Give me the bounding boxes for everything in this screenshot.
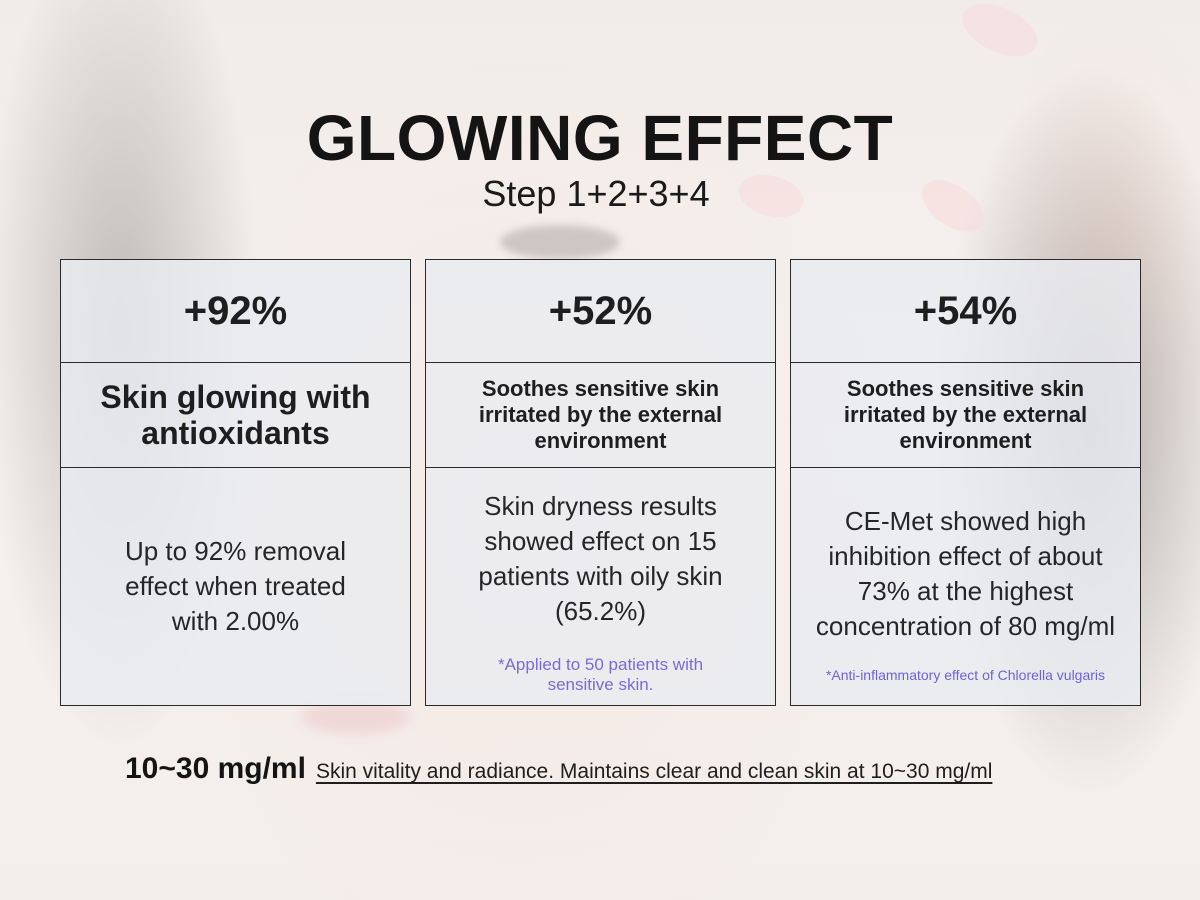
dosage-description: Skin vitality and radiance. Maintains cl… bbox=[315, 760, 993, 783]
card-body: Skin dryness results showed effect on 15… bbox=[478, 490, 723, 626]
eye-shape bbox=[500, 225, 620, 259]
effect-card: +54% Soothes sensitive skin irritated by… bbox=[790, 259, 1141, 706]
effect-card: +52% Soothes sensitive skin irritated by… bbox=[425, 259, 776, 706]
card-headline-cell: Soothes sensitive skin irritated by the … bbox=[426, 363, 775, 468]
page-subtitle: Step 1+2+3+4 bbox=[482, 173, 710, 214]
card-headline: Soothes sensitive skin irritated by the … bbox=[478, 376, 723, 453]
card-stat: +52% bbox=[548, 288, 653, 333]
dosage-value: 10~30 mg/ml bbox=[125, 752, 306, 785]
card-body-cell: Up to 92% removal effect when treated wi… bbox=[61, 468, 410, 705]
card-headline: Skin glowing with antioxidants bbox=[100, 379, 371, 451]
card-body-cell: CE-Met showed high inhibition effect of … bbox=[791, 468, 1140, 705]
page-title: GLOWING EFFECT bbox=[306, 102, 894, 174]
card-body: CE-Met showed high inhibition effect of … bbox=[815, 505, 1116, 641]
card-footnote: *Applied to 50 patients with sensitive s… bbox=[497, 654, 704, 694]
card-headline-cell: Skin glowing with antioxidants bbox=[61, 363, 410, 468]
effect-card: +92% Skin glowing with antioxidants Up t… bbox=[60, 259, 411, 706]
card-headline: Soothes sensitive skin irritated by the … bbox=[843, 376, 1088, 453]
card-stat-cell: +54% bbox=[791, 260, 1140, 363]
card-stat-cell: +52% bbox=[426, 260, 775, 363]
card-stat-cell: +92% bbox=[61, 260, 410, 363]
card-body-cell: Skin dryness results showed effect on 15… bbox=[426, 468, 775, 705]
dosage-footer: 10~30 mg/ml Skin vitality and radiance. … bbox=[125, 752, 992, 786]
card-footnote: *Anti-inflammatory effect of Chlorella v… bbox=[825, 666, 1106, 683]
card-body: Up to 92% removal effect when treated wi… bbox=[124, 536, 347, 636]
card-stat: +54% bbox=[913, 288, 1018, 333]
card-headline-cell: Soothes sensitive skin irritated by the … bbox=[791, 363, 1140, 468]
card-stat: +92% bbox=[183, 288, 288, 333]
